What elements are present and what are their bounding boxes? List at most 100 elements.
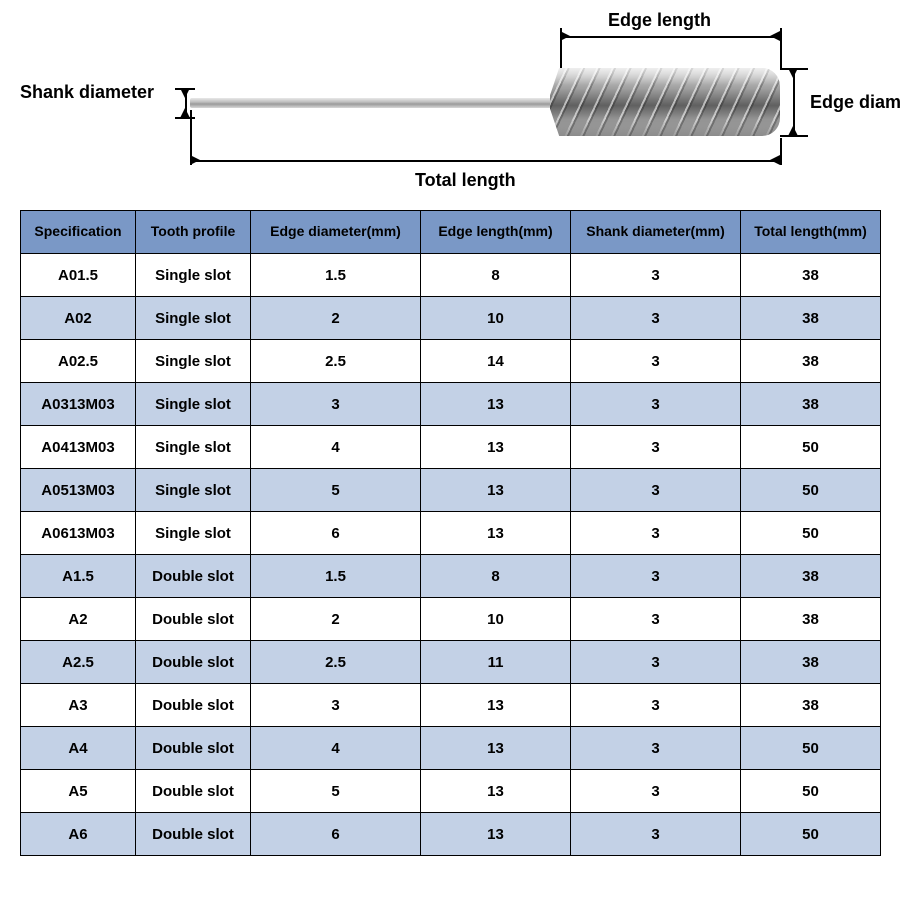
cell-spec: A0413M03 — [21, 426, 136, 469]
cell-tooth: Single slot — [136, 383, 251, 426]
cell-ed: 2.5 — [251, 641, 421, 684]
cell-ed: 6 — [251, 512, 421, 555]
dim-edge-len — [560, 36, 780, 38]
cell-tooth: Double slot — [136, 727, 251, 770]
cell-el: 14 — [421, 340, 571, 383]
label-edge-diameter: Edge diameter — [810, 92, 900, 113]
cell-spec: A02 — [21, 297, 136, 340]
cell-el: 8 — [421, 254, 571, 297]
cell-tooth: Single slot — [136, 340, 251, 383]
cell-el: 13 — [421, 426, 571, 469]
table-row: A0613M03Single slot613350 — [21, 512, 881, 555]
cell-spec: A2.5 — [21, 641, 136, 684]
cell-ed: 2 — [251, 598, 421, 641]
cell-ed: 2 — [251, 297, 421, 340]
cell-tl: 50 — [741, 469, 881, 512]
table-row: A2Double slot210338 — [21, 598, 881, 641]
cell-tooth: Double slot — [136, 555, 251, 598]
cell-spec: A3 — [21, 684, 136, 727]
cell-el: 8 — [421, 555, 571, 598]
col-total-length: Total length(mm) — [741, 211, 881, 254]
cell-ed: 5 — [251, 770, 421, 813]
cell-spec: A0313M03 — [21, 383, 136, 426]
table-row: A02.5Single slot2.514338 — [21, 340, 881, 383]
cell-tooth: Double slot — [136, 770, 251, 813]
cell-spec: A0613M03 — [21, 512, 136, 555]
page: Shank diameter Edge length Edge diameter… — [0, 10, 900, 910]
spec-table-wrap: Specification Tooth profile Edge diamete… — [20, 210, 880, 856]
cell-tooth: Double slot — [136, 598, 251, 641]
cell-spec: A01.5 — [21, 254, 136, 297]
cell-sd: 3 — [571, 598, 741, 641]
cell-tooth: Double slot — [136, 641, 251, 684]
col-edge-diameter: Edge diameter(mm) — [251, 211, 421, 254]
cell-tl: 38 — [741, 555, 881, 598]
cell-tl: 38 — [741, 340, 881, 383]
col-edge-length: Edge length(mm) — [421, 211, 571, 254]
cell-tooth: Single slot — [136, 297, 251, 340]
arrow-icon — [788, 68, 798, 78]
cell-tl: 50 — [741, 727, 881, 770]
cell-tooth: Single slot — [136, 426, 251, 469]
cell-el: 10 — [421, 297, 571, 340]
spec-table: Specification Tooth profile Edge diamete… — [20, 210, 881, 856]
table-row: A02Single slot210338 — [21, 297, 881, 340]
dim-edge-len-right — [780, 28, 782, 68]
cell-el: 11 — [421, 641, 571, 684]
cell-tl: 38 — [741, 254, 881, 297]
cell-sd: 3 — [571, 770, 741, 813]
cell-spec: A2 — [21, 598, 136, 641]
cell-tl: 38 — [741, 684, 881, 727]
arrow-icon — [560, 31, 570, 41]
table-row: A4Double slot413350 — [21, 727, 881, 770]
cell-sd: 3 — [571, 555, 741, 598]
table-row: A0413M03Single slot413350 — [21, 426, 881, 469]
spec-table-body: A01.5Single slot1.58338A02Single slot210… — [21, 254, 881, 856]
burr-shank — [190, 98, 550, 108]
cell-sd: 3 — [571, 641, 741, 684]
table-row: A0313M03Single slot313338 — [21, 383, 881, 426]
arrow-icon — [770, 155, 780, 165]
cell-el: 13 — [421, 727, 571, 770]
cell-sd: 3 — [571, 297, 741, 340]
cell-ed: 6 — [251, 813, 421, 856]
cell-sd: 3 — [571, 684, 741, 727]
cell-spec: A4 — [21, 727, 136, 770]
cell-el: 10 — [421, 598, 571, 641]
arrow-icon — [180, 88, 190, 98]
cell-tl: 38 — [741, 297, 881, 340]
cell-tl: 50 — [741, 813, 881, 856]
burr-diagram: Shank diameter Edge length Edge diameter… — [20, 10, 880, 200]
cell-sd: 3 — [571, 426, 741, 469]
cell-spec: A1.5 — [21, 555, 136, 598]
table-row: A0513M03Single slot513350 — [21, 469, 881, 512]
cell-ed: 4 — [251, 426, 421, 469]
cell-ed: 4 — [251, 727, 421, 770]
cell-tooth: Single slot — [136, 469, 251, 512]
table-row: A6Double slot613350 — [21, 813, 881, 856]
cell-spec: A02.5 — [21, 340, 136, 383]
cell-tooth: Single slot — [136, 512, 251, 555]
cell-tl: 38 — [741, 598, 881, 641]
cell-el: 13 — [421, 512, 571, 555]
cell-sd: 3 — [571, 469, 741, 512]
cell-spec: A5 — [21, 770, 136, 813]
cell-el: 13 — [421, 383, 571, 426]
cell-spec: A0513M03 — [21, 469, 136, 512]
label-edge-length: Edge length — [608, 10, 711, 31]
col-shank-diameter: Shank diameter(mm) — [571, 211, 741, 254]
dim-shank-top — [175, 88, 195, 90]
cell-sd: 3 — [571, 254, 741, 297]
cell-sd: 3 — [571, 727, 741, 770]
cell-ed: 3 — [251, 684, 421, 727]
col-tooth-profile: Tooth profile — [136, 211, 251, 254]
cell-sd: 3 — [571, 813, 741, 856]
arrow-icon — [190, 155, 200, 165]
arrow-icon — [788, 126, 798, 136]
cell-el: 13 — [421, 469, 571, 512]
cell-tooth: Single slot — [136, 254, 251, 297]
cell-spec: A6 — [21, 813, 136, 856]
label-shank-diameter: Shank diameter — [20, 82, 154, 103]
burr-head — [550, 68, 780, 136]
cell-sd: 3 — [571, 340, 741, 383]
